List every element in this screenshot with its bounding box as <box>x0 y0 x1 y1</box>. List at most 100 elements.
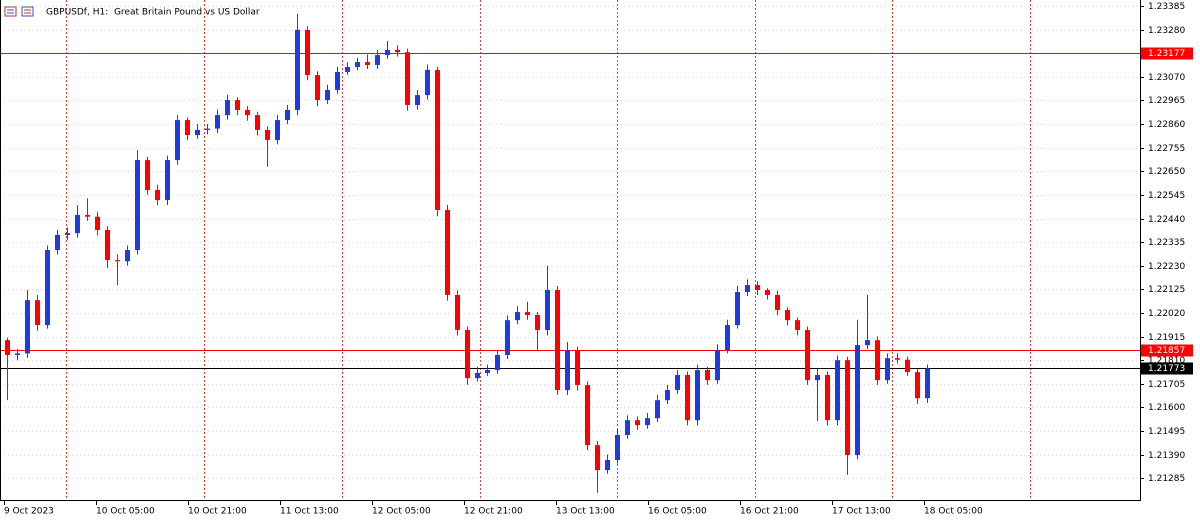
candle-body <box>855 345 860 456</box>
candle-body <box>705 370 710 381</box>
candle-body <box>65 233 70 235</box>
candle-body <box>555 290 560 391</box>
candle-body <box>645 418 650 426</box>
level-box <box>1141 47 1193 60</box>
candle-body <box>505 320 510 355</box>
candle-body <box>905 359 910 373</box>
candles <box>5 13 930 493</box>
icon <box>21 6 34 17</box>
candle-body <box>265 129 270 141</box>
y-tick-label: 1.21285 <box>1148 474 1185 484</box>
candle-body <box>435 69 440 210</box>
last-price-box <box>1141 362 1193 375</box>
y-tick-label: 1.21390 <box>1148 451 1185 461</box>
x-tick-label: 13 Oct 13:00 <box>556 507 615 517</box>
candle-body <box>255 115 260 130</box>
candle-body <box>135 160 140 250</box>
candle-body <box>5 340 10 355</box>
candle-body <box>445 209 450 295</box>
candle-body <box>325 89 330 101</box>
candle-body <box>715 350 720 381</box>
y-tick-label: 1.23070 <box>1148 73 1185 83</box>
candle-body <box>145 160 150 190</box>
candle-body <box>165 160 170 201</box>
candle-body <box>725 325 730 351</box>
candle-body <box>295 29 300 110</box>
symbol-icon <box>4 6 34 17</box>
candle-body <box>385 49 390 56</box>
candle-body <box>45 250 50 326</box>
candle-body <box>775 294 780 311</box>
candle-body <box>575 350 580 386</box>
chart-title: GBPUSDf, H1: Great Britain Pound vs US D… <box>46 8 260 18</box>
candle-body <box>305 29 310 76</box>
candle-body <box>795 320 800 331</box>
candle-body <box>95 216 100 230</box>
candle-body <box>525 312 530 315</box>
candle-body <box>605 459 610 471</box>
y-tick-label: 1.22755 <box>1148 144 1185 154</box>
candle-body <box>35 300 40 326</box>
candle-body <box>535 314 540 331</box>
x-tick-label: 10 Oct 21:00 <box>188 507 247 517</box>
candle-body <box>215 115 220 129</box>
y-tick-label: 1.21495 <box>1148 427 1185 437</box>
candle-body <box>345 66 350 72</box>
x-tick-label: 12 Oct 21:00 <box>464 507 523 517</box>
candle-body <box>405 52 410 105</box>
x-tick-label: 11 Oct 13:00 <box>280 507 339 517</box>
candle-body <box>495 354 500 371</box>
candle-body <box>155 189 160 201</box>
x-tick-label: 16 Oct 21:00 <box>740 507 799 517</box>
y-tick-label: 1.22230 <box>1148 262 1185 272</box>
y-tick-label: 1.21705 <box>1148 380 1185 390</box>
x-tick-label: 16 Oct 05:00 <box>648 507 707 517</box>
candle-body <box>865 340 870 346</box>
candle-body <box>735 292 740 326</box>
candle-body <box>785 310 790 321</box>
period-separators <box>66 0 1031 500</box>
candle-body <box>665 390 670 401</box>
x-tick-label: 12 Oct 05:00 <box>372 507 431 517</box>
candle-body <box>235 100 240 110</box>
candle-body <box>835 360 840 421</box>
candle-body <box>585 385 590 446</box>
candle-body <box>415 95 420 105</box>
candle-body <box>875 340 880 381</box>
x-tick-label: 10 Oct 05:00 <box>96 507 155 517</box>
x-tick-label: 17 Oct 13:00 <box>832 507 891 517</box>
candle-body <box>615 435 620 460</box>
last-price-label: 1.21773 <box>1148 364 1185 374</box>
level-box <box>1141 344 1193 357</box>
candle-body <box>55 234 60 250</box>
candle-body <box>685 375 690 421</box>
y-tick-label: 1.23280 <box>1148 26 1185 36</box>
candle-body <box>285 109 290 121</box>
y-tick-label: 1.21600 <box>1148 403 1185 413</box>
candle-body <box>815 375 820 381</box>
x-tick-label: 9 Oct 2023 <box>4 507 54 517</box>
level-label: 1.23177 <box>1148 49 1185 59</box>
candle-body <box>515 312 520 321</box>
candle-body <box>695 370 700 421</box>
candle-body <box>175 120 180 161</box>
candle-body <box>105 229 110 261</box>
level-label: 1.21857 <box>1148 346 1185 356</box>
candle-body <box>925 368 930 399</box>
y-tick-label: 1.22335 <box>1148 238 1185 248</box>
candle-body <box>85 214 90 217</box>
candle-body <box>825 375 830 421</box>
icon <box>4 6 17 17</box>
candle-body <box>365 62 370 65</box>
candle-body <box>895 358 900 360</box>
candle-body <box>75 214 80 234</box>
candle-body <box>675 375 680 391</box>
candle-body <box>745 285 750 293</box>
candle-body <box>115 260 120 262</box>
candle-body <box>465 330 470 379</box>
candle-body <box>545 290 550 331</box>
y-tick-label: 1.22860 <box>1148 120 1185 130</box>
candle-body <box>805 330 810 381</box>
